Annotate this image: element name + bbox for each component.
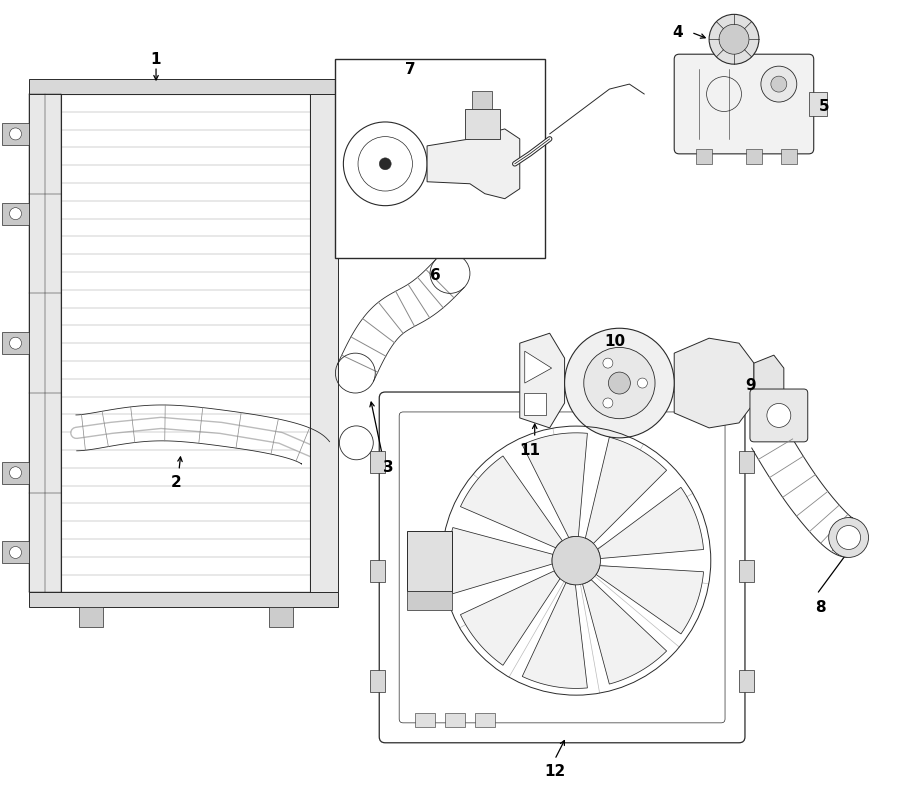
Circle shape — [637, 378, 647, 388]
Text: 10: 10 — [604, 334, 625, 349]
Circle shape — [564, 328, 674, 438]
Text: 8: 8 — [815, 600, 826, 615]
Bar — [370, 561, 385, 582]
Text: 7: 7 — [405, 62, 416, 77]
FancyBboxPatch shape — [379, 392, 745, 743]
Text: 12: 12 — [544, 764, 565, 780]
Circle shape — [339, 426, 374, 460]
Polygon shape — [522, 583, 588, 688]
Circle shape — [771, 76, 787, 92]
Polygon shape — [582, 580, 667, 684]
Bar — [2, 203, 30, 224]
FancyBboxPatch shape — [750, 389, 807, 442]
Circle shape — [10, 546, 22, 558]
Text: 11: 11 — [519, 443, 540, 458]
Bar — [2, 542, 30, 563]
Bar — [370, 450, 385, 473]
Bar — [739, 450, 754, 473]
FancyBboxPatch shape — [674, 54, 814, 154]
Bar — [696, 149, 712, 164]
Bar — [2, 332, 30, 354]
Polygon shape — [461, 456, 562, 548]
Polygon shape — [598, 488, 704, 558]
Polygon shape — [428, 129, 520, 199]
Bar — [79, 607, 104, 627]
Polygon shape — [310, 94, 338, 592]
Bar — [407, 531, 452, 591]
Circle shape — [10, 128, 22, 140]
Polygon shape — [30, 592, 338, 607]
Bar — [445, 713, 465, 727]
Bar — [524, 393, 545, 415]
Bar — [415, 713, 435, 727]
Text: 2: 2 — [171, 475, 181, 490]
Circle shape — [767, 404, 791, 427]
Text: 1: 1 — [151, 52, 161, 67]
Circle shape — [709, 14, 759, 64]
Text: 9: 9 — [745, 377, 756, 393]
Polygon shape — [448, 527, 553, 594]
Circle shape — [760, 66, 796, 102]
Circle shape — [379, 158, 392, 170]
Bar — [465, 109, 500, 139]
Polygon shape — [585, 437, 667, 543]
Polygon shape — [754, 355, 784, 411]
Circle shape — [603, 358, 613, 368]
Circle shape — [552, 536, 600, 585]
Circle shape — [719, 25, 749, 54]
Bar — [781, 149, 797, 164]
Circle shape — [10, 337, 22, 349]
Bar — [739, 561, 754, 582]
Circle shape — [584, 347, 655, 419]
Bar — [472, 91, 492, 109]
Polygon shape — [30, 79, 338, 94]
Text: 3: 3 — [382, 460, 393, 475]
Polygon shape — [30, 94, 61, 592]
Circle shape — [10, 208, 22, 220]
Circle shape — [837, 526, 860, 550]
Bar — [407, 591, 452, 611]
Text: 4: 4 — [672, 25, 682, 40]
Polygon shape — [461, 571, 560, 665]
Bar — [809, 92, 827, 116]
Text: 6: 6 — [429, 268, 440, 283]
Polygon shape — [520, 333, 564, 428]
Bar — [2, 123, 30, 145]
Bar — [739, 670, 754, 692]
Bar — [336, 59, 544, 259]
Bar — [370, 670, 385, 692]
Polygon shape — [674, 338, 754, 428]
Polygon shape — [525, 351, 552, 383]
Circle shape — [608, 372, 630, 394]
Bar — [2, 462, 30, 484]
Polygon shape — [522, 433, 588, 538]
Circle shape — [603, 398, 613, 408]
Bar — [746, 149, 762, 164]
Circle shape — [829, 518, 868, 557]
Polygon shape — [596, 565, 704, 634]
Bar — [475, 713, 495, 727]
Text: 5: 5 — [818, 98, 829, 113]
Circle shape — [10, 467, 22, 479]
Bar — [268, 607, 292, 627]
